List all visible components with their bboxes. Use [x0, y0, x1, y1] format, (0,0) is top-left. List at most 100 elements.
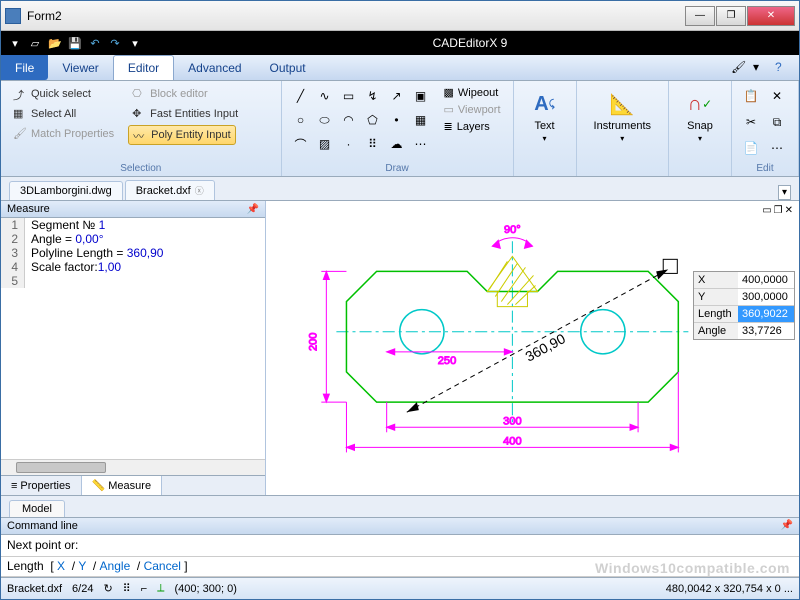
snap-label: Snap: [687, 120, 713, 132]
coord-length-value[interactable]: 360,9022: [738, 306, 794, 322]
line-num: 2: [1, 232, 25, 246]
pin-icon[interactable]: 📌: [781, 520, 793, 532]
tab-editor[interactable]: Editor: [113, 55, 174, 80]
new-icon[interactable]: ▱: [27, 35, 43, 51]
coord-y-value[interactable]: 300,0000: [738, 289, 794, 305]
copy-icon[interactable]: ⧉: [766, 111, 788, 133]
prompt-opt-angle[interactable]: Angle: [100, 559, 131, 573]
tab-dropdown-icon[interactable]: ▾: [778, 185, 791, 200]
poly-entity-button[interactable]: 〰Poly Entity Input: [128, 125, 236, 145]
wipeout-button[interactable]: ▩Wipeout: [440, 85, 505, 100]
coord-y-label: Y: [694, 289, 738, 305]
line-num: 4: [1, 260, 25, 274]
drawing-canvas[interactable]: 200 250 300 400 90°: [266, 201, 799, 495]
window-title: Form2: [27, 9, 685, 23]
wipeout-label: Wipeout: [458, 87, 498, 99]
open-icon[interactable]: 📂: [47, 35, 63, 51]
snap-button[interactable]: ∩✓ Snap ▾: [677, 85, 723, 148]
maximize-button[interactable]: ❐: [716, 6, 746, 26]
delete-icon[interactable]: ✕: [766, 85, 788, 107]
dot-tool[interactable]: ·: [338, 133, 360, 155]
close-tab-icon[interactable]: ⓧ: [195, 184, 204, 197]
viewport-button[interactable]: ▭Viewport: [440, 102, 505, 117]
clipboard-icon[interactable]: 📄: [740, 137, 762, 159]
style-icon[interactable]: 🖌: [731, 60, 747, 76]
line-tool[interactable]: ╱: [290, 85, 312, 107]
tab-advanced[interactable]: Advanced: [174, 55, 255, 80]
properties-tab-label: Properties: [20, 480, 70, 492]
pin-icon[interactable]: 📌: [247, 204, 259, 215]
array-tool[interactable]: ⠿: [362, 133, 384, 155]
fast-entities-button[interactable]: ✥Fast Entities Input: [128, 105, 242, 123]
select-all-label: Select All: [31, 108, 76, 120]
tab-output[interactable]: Output: [256, 55, 320, 80]
qat-menu-icon[interactable]: ▾: [7, 35, 23, 51]
save-icon[interactable]: 💾: [67, 35, 83, 51]
ellipse-tool[interactable]: ⬭: [314, 109, 336, 131]
arc2-tool[interactable]: ⌒: [290, 133, 312, 155]
minimize-button[interactable]: —: [685, 6, 715, 26]
cloud-tool[interactable]: ☁: [386, 133, 408, 155]
polyline-tool[interactable]: ∿: [314, 85, 336, 107]
quick-access-toolbar: ▾ ▱ 📂 💾 ↶ ↷ ▾ CADEditorX 9: [1, 31, 799, 55]
leader-tool[interactable]: ↗: [386, 85, 408, 107]
viewport-icon: ▭: [444, 103, 454, 116]
block-editor-button[interactable]: ⎔Block editor: [128, 85, 211, 103]
close-button[interactable]: ✕: [747, 6, 795, 26]
prompt-opt-cancel[interactable]: Cancel: [144, 559, 181, 573]
command-prompt[interactable]: Length [ X / Y / Angle / Cancel ]: [1, 557, 799, 577]
chevron-down-icon[interactable]: ▾: [753, 60, 769, 76]
h-scrollbar[interactable]: [1, 459, 265, 475]
redo-icon[interactable]: ↷: [107, 35, 123, 51]
layers-button[interactable]: ≣Layers: [440, 119, 505, 134]
polygon-tool[interactable]: ⬠: [362, 109, 384, 131]
titlebar: Form2 — ❐ ✕: [1, 1, 799, 31]
tab-viewer[interactable]: Viewer: [48, 55, 112, 80]
tab-file[interactable]: File: [1, 55, 48, 80]
status-tool-1[interactable]: ↻: [103, 582, 112, 595]
text-icon: A⤹: [531, 90, 559, 118]
undo-icon[interactable]: ↶: [87, 35, 103, 51]
properties-tab[interactable]: ≡Properties: [1, 476, 82, 495]
prompt-opt-x[interactable]: X: [57, 559, 65, 573]
status-tool-2[interactable]: ⠿: [123, 582, 131, 595]
model-tab[interactable]: Model: [9, 500, 65, 517]
canvas-restore-icon[interactable]: ❐: [774, 205, 783, 216]
canvas-close-icon[interactable]: ✕: [785, 205, 793, 216]
arc-tool[interactable]: ◠: [338, 109, 360, 131]
doctab-1[interactable]: Bracket.dxfⓧ: [125, 180, 215, 200]
paste-icon[interactable]: 📋: [740, 85, 762, 107]
brush-icon: 🖌: [13, 127, 27, 141]
prompt-opt-y[interactable]: Y: [78, 559, 86, 573]
circle-tool[interactable]: ○: [290, 109, 312, 131]
line-value: 360,90: [127, 246, 164, 260]
box-tool[interactable]: ▣: [410, 85, 432, 107]
coord-x-value[interactable]: 400,0000: [738, 272, 794, 288]
edit-more-icon[interactable]: ⋯: [766, 137, 788, 159]
ribbon: ⤴Quick select ▦Select All 🖌Match Propert…: [1, 81, 799, 177]
measure-tab[interactable]: 📏Measure: [82, 476, 163, 495]
coordinate-panel: X400,0000 Y300,0000 Length360,9022 Angle…: [693, 271, 795, 340]
text-button[interactable]: A⤹ Text ▾: [522, 85, 568, 148]
match-properties-button[interactable]: 🖌Match Properties: [9, 125, 118, 143]
spline-tool[interactable]: ↯: [362, 85, 384, 107]
help-icon[interactable]: ?: [775, 60, 791, 76]
line-text: Angle =: [31, 232, 75, 246]
select-all-button[interactable]: ▦Select All: [9, 105, 80, 123]
grid-tool[interactable]: ▦: [410, 109, 432, 131]
rect-tool[interactable]: ▭: [338, 85, 360, 107]
qat-more-icon[interactable]: ▾: [127, 35, 143, 51]
point-tool[interactable]: •: [386, 109, 408, 131]
coord-angle-value[interactable]: 33,7726: [738, 323, 794, 339]
menu-bar: File Viewer Editor Advanced Output 🖌 ▾ ?: [1, 55, 799, 81]
status-tool-4[interactable]: ⟂: [157, 582, 164, 595]
quick-select-button[interactable]: ⤴Quick select: [9, 85, 95, 103]
cut-icon[interactable]: ✂: [740, 111, 762, 133]
more-tool[interactable]: ⋯: [410, 133, 432, 155]
status-tool-3[interactable]: ⌐: [141, 583, 147, 595]
status-coord: (400; 300; 0): [175, 583, 237, 595]
doctab-0[interactable]: 3DLamborgini.dwg: [9, 181, 123, 200]
instruments-button[interactable]: 📐 Instruments ▾: [585, 85, 660, 148]
hatch-tool[interactable]: ▨: [314, 133, 336, 155]
canvas-min-icon[interactable]: ▭: [762, 205, 771, 216]
